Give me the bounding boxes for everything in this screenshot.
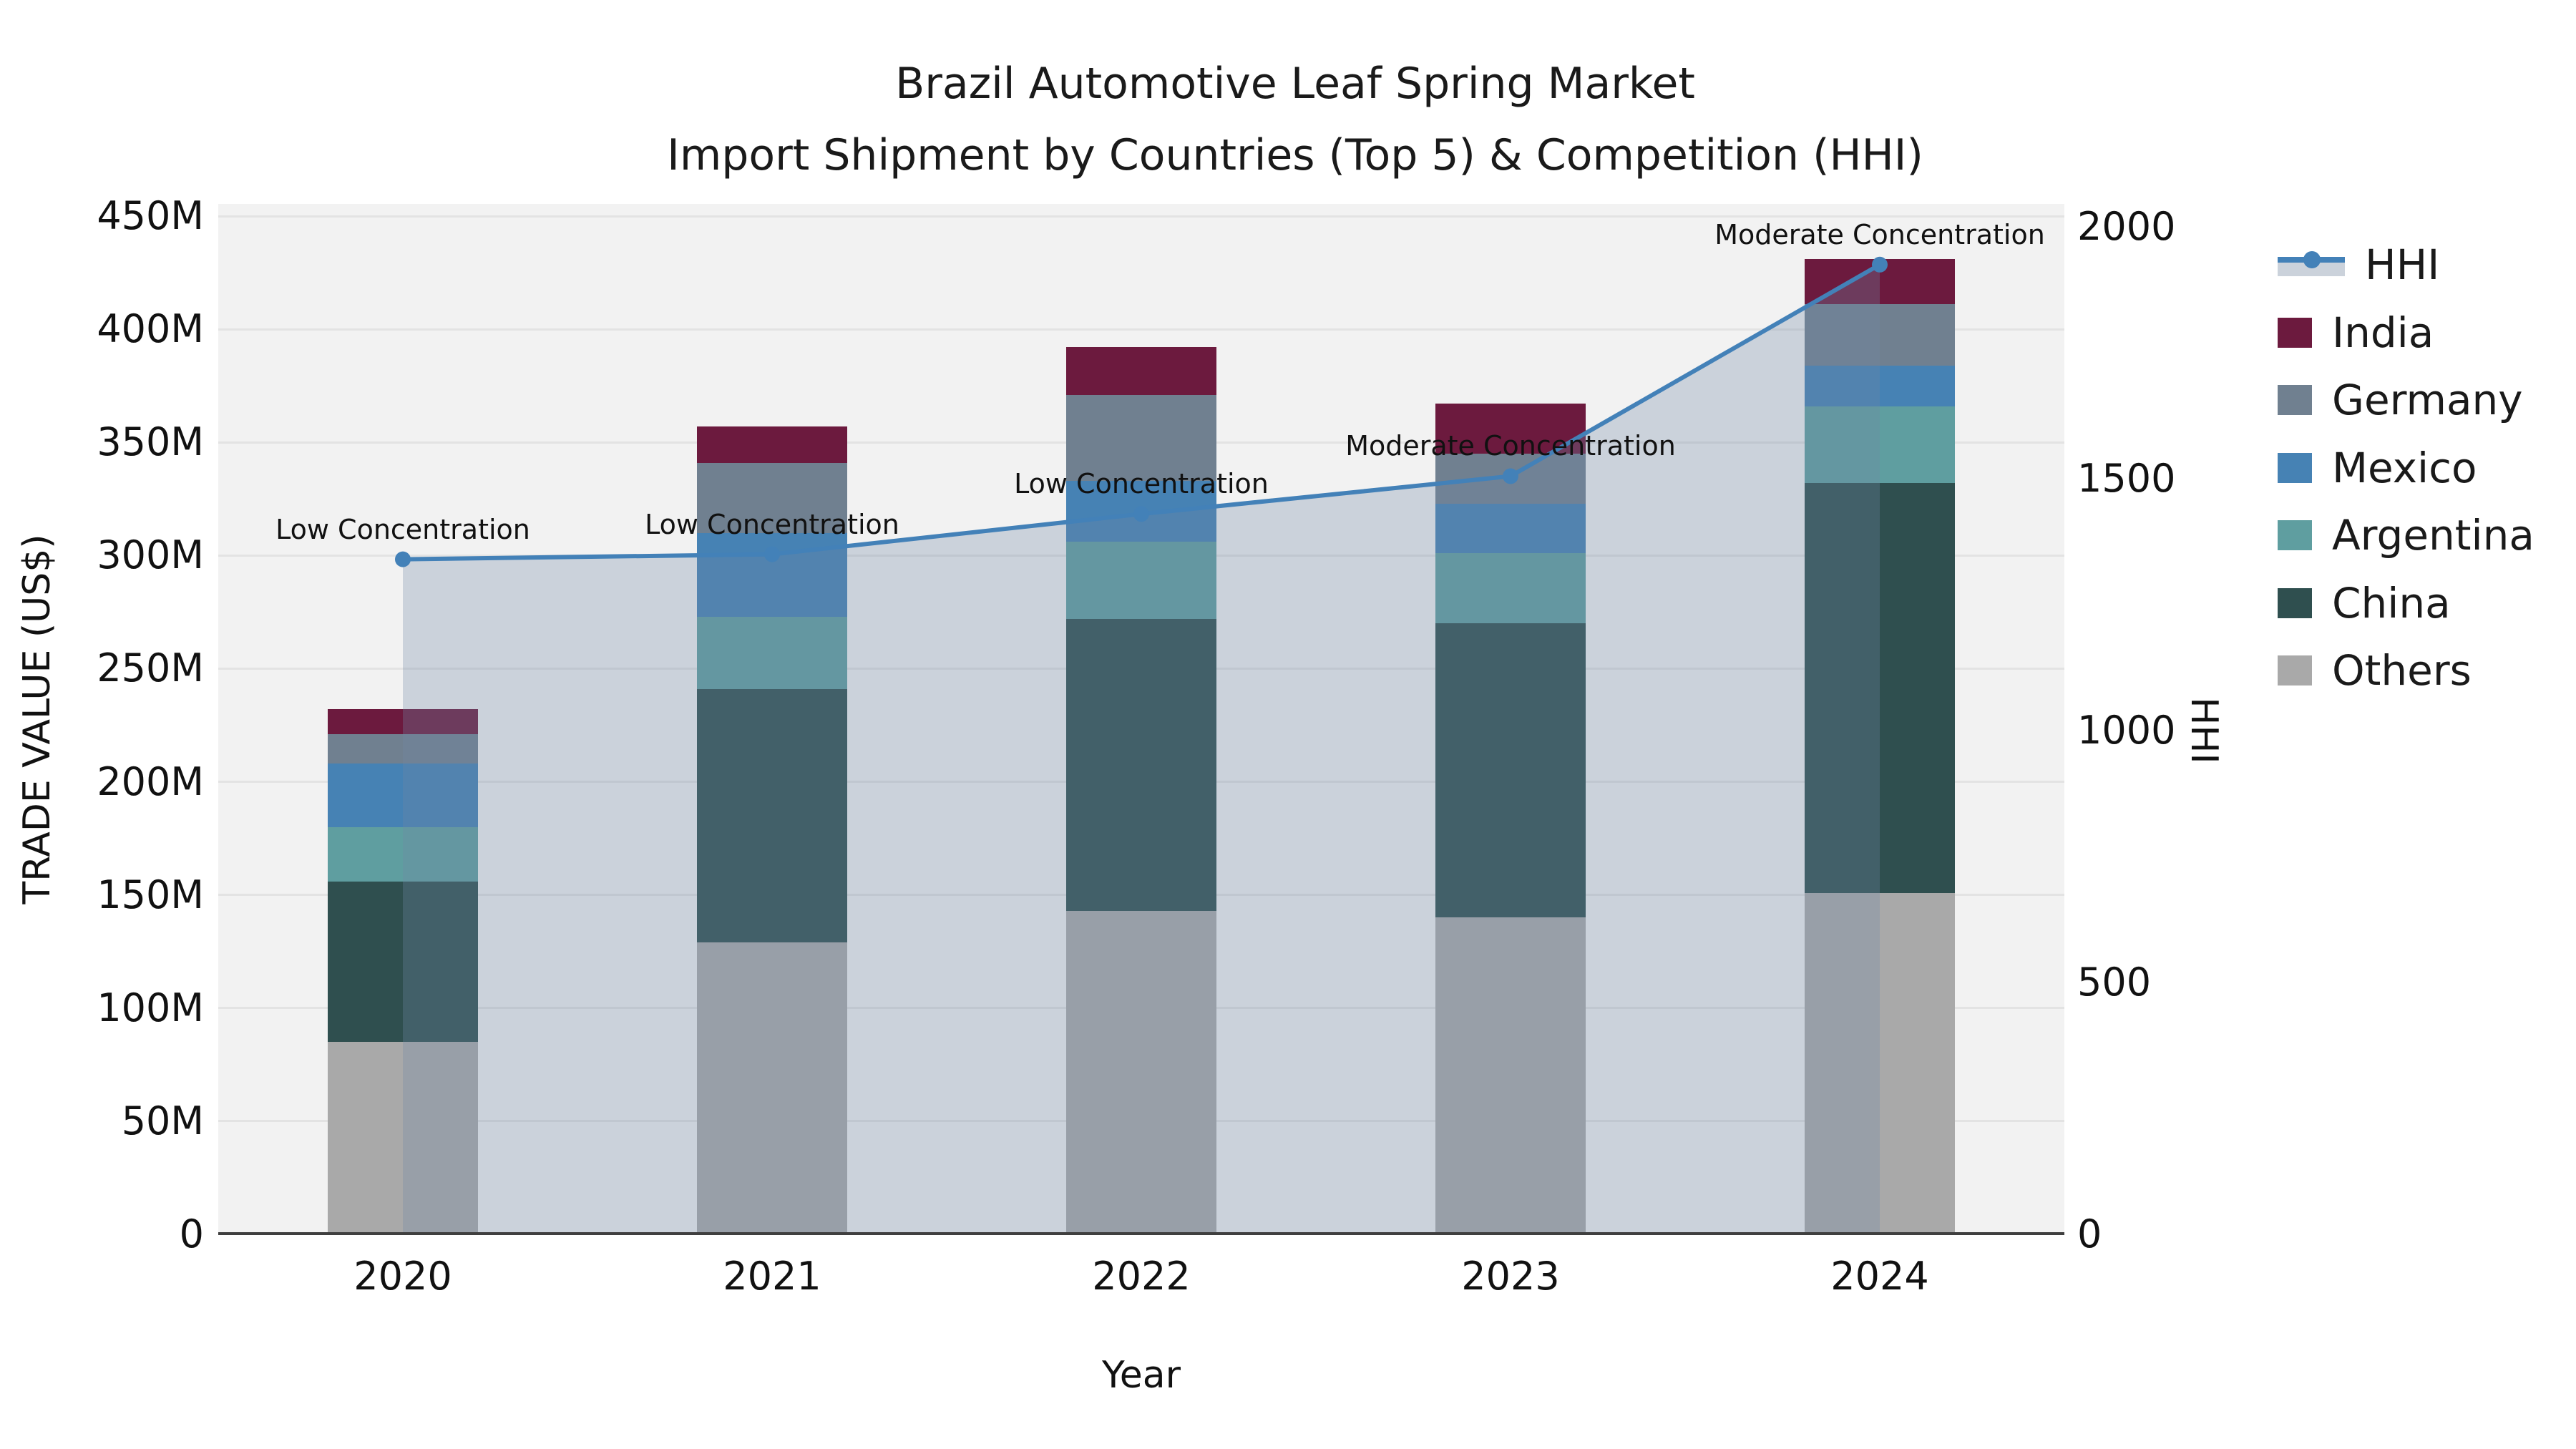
y-right-tick-1500: 1500 xyxy=(2077,456,2176,501)
y-right-tick-500: 500 xyxy=(2077,960,2152,1005)
bar-segment-others-2024[interactable] xyxy=(1805,892,1955,1234)
y-left-tick-250M: 250M xyxy=(97,645,204,691)
bar-segment-germany-2022[interactable] xyxy=(1066,394,1216,481)
x-tick-2022: 2022 xyxy=(1092,1254,1191,1299)
y-right-tick-1000: 1000 xyxy=(2077,708,2176,753)
annotation-2022: Low Concentration xyxy=(1014,468,1269,500)
y-left-tick-0: 0 xyxy=(179,1211,204,1257)
y-left-tick-200M: 200M xyxy=(97,758,204,804)
y-left-tick-350M: 350M xyxy=(97,419,204,465)
annotation-2024: Moderate Concentration xyxy=(1714,218,2045,250)
legend-hhi-line-icon xyxy=(2278,250,2345,279)
bar-segment-mexico-2020[interactable] xyxy=(328,763,478,827)
bar-segment-others-2023[interactable] xyxy=(1435,917,1586,1234)
gridline-400M xyxy=(218,328,2064,331)
gridline-450M xyxy=(218,215,2064,218)
y-axis-title-right: HHI xyxy=(2182,697,2225,764)
bar-segment-others-2021[interactable] xyxy=(697,942,847,1234)
bar-segment-china-2023[interactable] xyxy=(1435,623,1586,918)
y-right-tick-0: 0 xyxy=(2077,1211,2102,1257)
hhi-marker-2021[interactable] xyxy=(764,546,780,562)
y-axis-title-left: TRADE VALUE (US$) xyxy=(16,534,59,904)
bar-segment-germany-2020[interactable] xyxy=(328,734,478,764)
x-tick-2024: 2024 xyxy=(1830,1254,1929,1299)
bar-segment-china-2024[interactable] xyxy=(1805,483,1955,893)
bar-segment-others-2020[interactable] xyxy=(328,1042,478,1234)
hhi-line-layer xyxy=(395,256,1888,1234)
bar-segment-mexico-2024[interactable] xyxy=(1805,365,1955,406)
hhi-marker-2020[interactable] xyxy=(395,551,411,567)
legend-swatch-india xyxy=(2278,317,2312,348)
y-left-tick-300M: 300M xyxy=(97,532,204,578)
legend-swatch-argentina xyxy=(2278,520,2312,550)
y-left-tick-50M: 50M xyxy=(121,1098,204,1143)
legend-item-argentina[interactable]: Argentina xyxy=(2278,511,2534,560)
chart-title-line2: Import Shipment by Countries (Top 5) & C… xyxy=(667,130,1923,180)
legend-label-india: India xyxy=(2332,308,2434,357)
bar-segment-argentina-2020[interactable] xyxy=(328,826,478,882)
chart-title-line1: Brazil Automotive Leaf Spring Market xyxy=(895,59,1695,109)
x-axis-title: Year xyxy=(1101,1354,1181,1397)
annotation-2020: Low Concentration xyxy=(275,513,530,545)
bar-segment-germany-2024[interactable] xyxy=(1805,304,1955,366)
legend-label-others: Others xyxy=(2332,646,2472,695)
legend-label-argentina: Argentina xyxy=(2332,511,2534,560)
legend-item-china[interactable]: China xyxy=(2278,578,2451,628)
y-left-tick-400M: 400M xyxy=(97,306,204,352)
y-right-tick-2000: 2000 xyxy=(2077,204,2176,249)
legend-item-germany[interactable]: Germany xyxy=(2278,376,2523,424)
bar-segment-india-2020[interactable] xyxy=(328,709,478,735)
bar-segment-argentina-2022[interactable] xyxy=(1066,542,1216,619)
x-axis-line xyxy=(218,1232,2064,1235)
legend-item-india[interactable]: India xyxy=(2278,308,2434,357)
x-tick-2020: 2020 xyxy=(353,1254,452,1299)
legend-swatch-mexico xyxy=(2278,452,2312,483)
bar-segment-china-2021[interactable] xyxy=(697,688,847,943)
plot-area: Low Concentration Low Concentration Low Co… xyxy=(218,204,2064,1235)
legend-label-mexico: Mexico xyxy=(2332,443,2477,492)
annotation-2023: Moderate Concentration xyxy=(1345,430,1676,462)
legend-item-mexico[interactable]: Mexico xyxy=(2278,443,2477,492)
hhi-area-fill xyxy=(403,264,1880,1234)
y-left-tick-450M: 450M xyxy=(97,193,204,238)
bar-segment-argentina-2023[interactable] xyxy=(1435,553,1586,624)
legend-swatch-others xyxy=(2278,655,2312,686)
legend-swatch-germany xyxy=(2278,385,2312,415)
bar-segment-germany-2021[interactable] xyxy=(697,462,847,533)
bar-segment-india-2022[interactable] xyxy=(1066,347,1216,395)
legend-swatch-china xyxy=(2278,587,2312,618)
bar-segment-others-2022[interactable] xyxy=(1066,910,1216,1234)
hhi-marker-2023[interactable] xyxy=(1503,468,1518,484)
legend-label-hhi: HHI xyxy=(2365,240,2440,289)
bar-segment-china-2020[interactable] xyxy=(328,881,478,1043)
hhi-marker-2022[interactable] xyxy=(1133,506,1149,522)
y-left-tick-100M: 100M xyxy=(97,985,204,1030)
annotation-2021: Low Concentration xyxy=(645,508,899,540)
legend-label-germany: Germany xyxy=(2332,376,2523,424)
hhi-marker-2024[interactable] xyxy=(1872,256,1888,273)
x-tick-2021: 2021 xyxy=(723,1254,821,1299)
x-tick-2023: 2023 xyxy=(1461,1254,1560,1299)
legend-label-china: China xyxy=(2332,578,2451,628)
bar-segment-china-2022[interactable] xyxy=(1066,618,1216,911)
legend-item-others[interactable]: Others xyxy=(2278,646,2472,695)
legend-item-hhi[interactable]: HHI xyxy=(2278,240,2440,289)
bar-segment-argentina-2021[interactable] xyxy=(697,616,847,689)
bar-segment-mexico-2023[interactable] xyxy=(1435,503,1586,554)
bar-segment-argentina-2024[interactable] xyxy=(1805,406,1955,484)
y-left-tick-150M: 150M xyxy=(97,872,204,917)
bar-segment-india-2021[interactable] xyxy=(697,426,847,463)
